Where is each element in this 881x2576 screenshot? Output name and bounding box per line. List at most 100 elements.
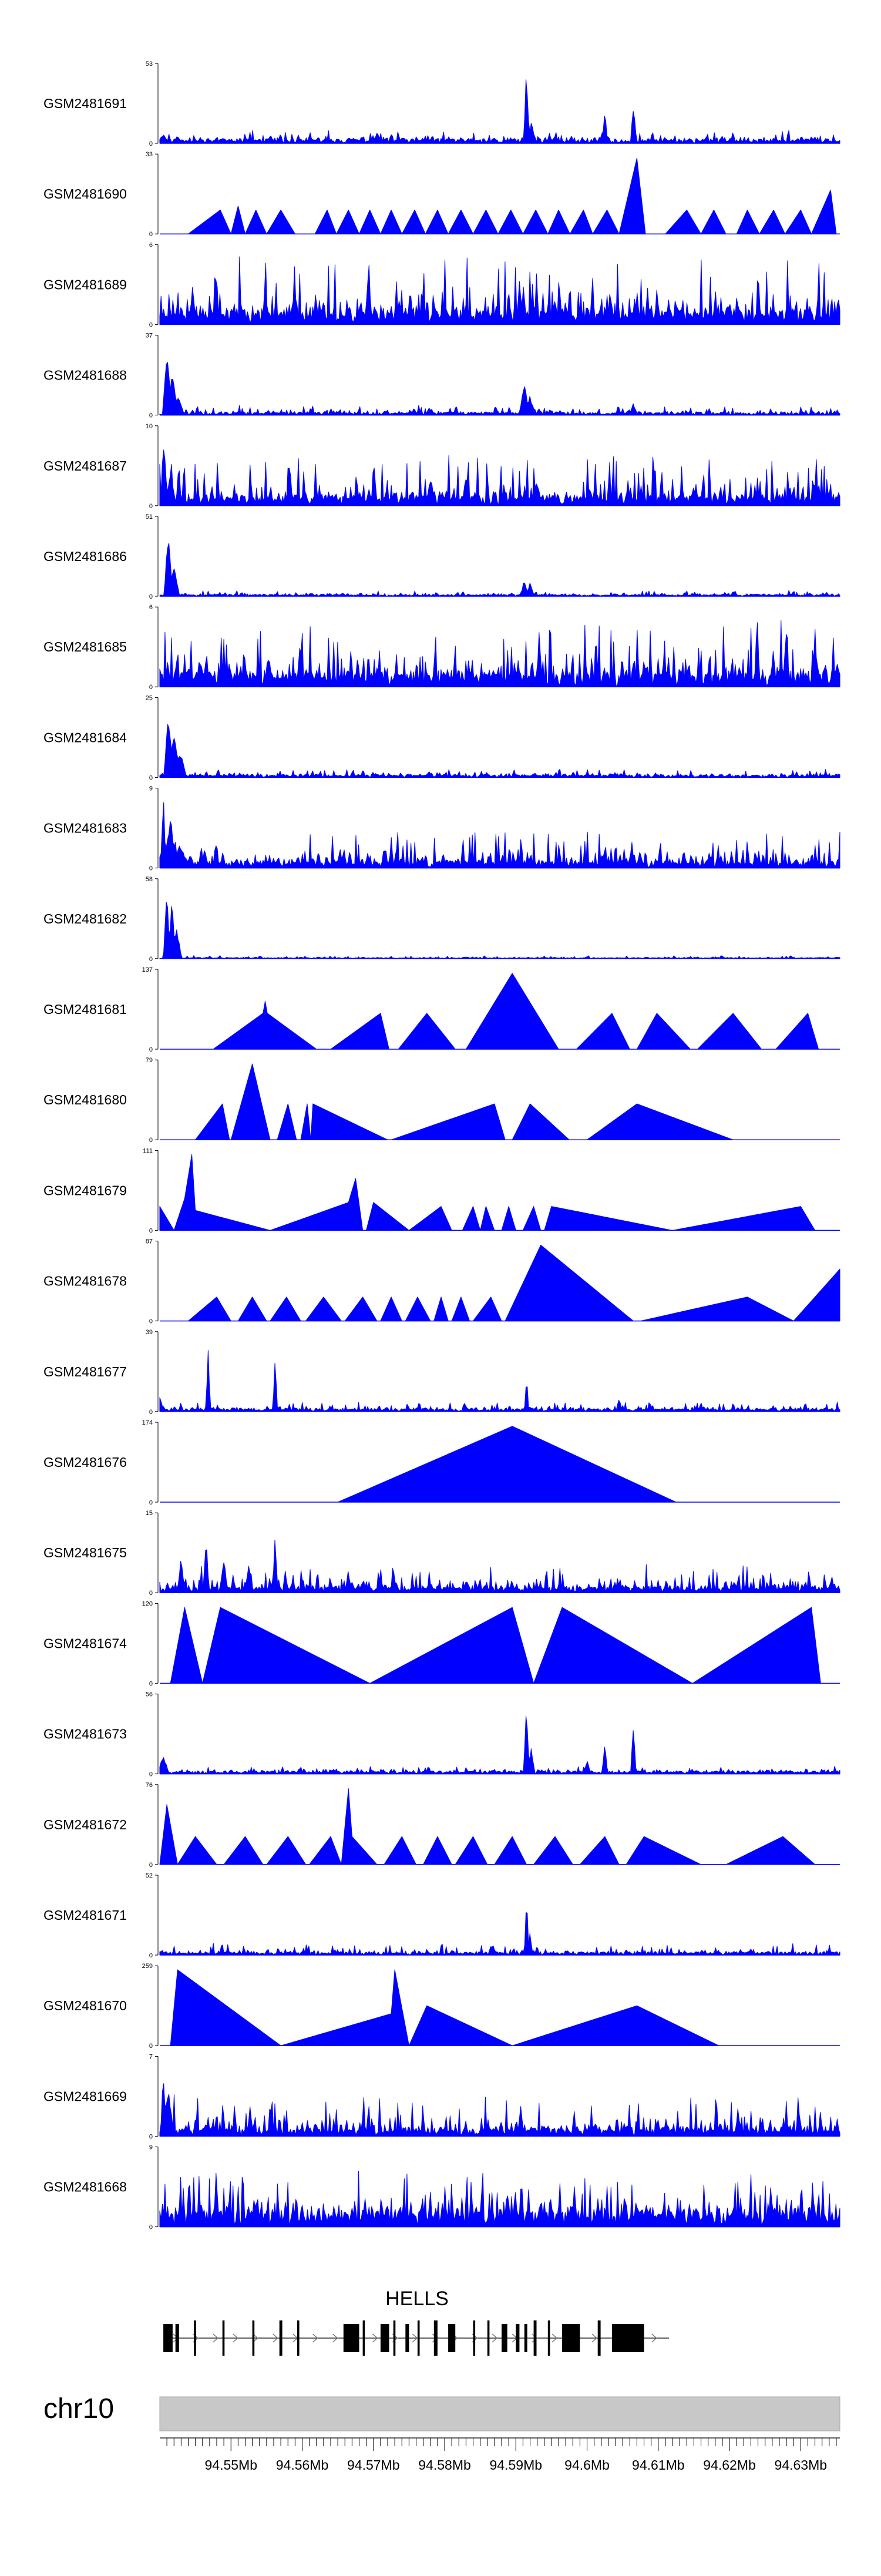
axis-tick-label: 94.62Mb [703, 2457, 756, 2473]
track-GSM2481680: GSM2481680 79 0 [43, 1057, 840, 1144]
axis-tick-label: 94.6Mb [564, 2457, 610, 2473]
y-max-label: 111 [143, 1147, 153, 1154]
gene-exon [362, 2320, 365, 2356]
y-max-label: 10 [146, 423, 153, 430]
axis-tick-label: 94.58Mb [418, 2457, 471, 2473]
track-GSM2481677: GSM2481677 39 0 [43, 1329, 840, 1416]
y-max-label: 53 [146, 61, 153, 68]
gene-label: HELLS [385, 2288, 449, 2310]
y-max-label: 15 [146, 1510, 153, 1517]
gene-exon [343, 2324, 359, 2352]
axis-tick-label: 94.56Mb [276, 2457, 329, 2473]
track-GSM2481671: GSM2481671 52 0 [43, 1872, 840, 1959]
y-max-label: 87 [146, 1238, 153, 1245]
strand-arrow [492, 2333, 498, 2343]
axis-tick-label: 94.61Mb [632, 2457, 685, 2473]
gene-exon [417, 2320, 420, 2356]
strand-arrow [213, 2333, 218, 2343]
track-GSM2481681: GSM2481681 137 0 [43, 966, 840, 1053]
coverage-area [159, 802, 840, 869]
gene-exon [393, 2320, 396, 2356]
coverage-area [188, 1244, 840, 1322]
track-label: GSM2481669 [43, 2088, 127, 2104]
gene-exon [473, 2320, 476, 2356]
y-min-label: 0 [149, 865, 153, 872]
y-max-label: 52 [146, 1872, 153, 1879]
coverage-area [159, 256, 840, 325]
y-min-label: 0 [149, 503, 153, 510]
y-max-label: 259 [142, 1963, 153, 1970]
gene-exon [252, 2320, 255, 2356]
track-GSM2481679: GSM2481679 111 0 [43, 1147, 840, 1234]
track-GSM2481689: GSM2481689 6 0 [43, 241, 840, 328]
coverage-area [159, 543, 840, 597]
strand-arrow [412, 2333, 418, 2343]
gene-exon [533, 2320, 537, 2356]
y-min-label: 0 [149, 412, 153, 419]
track-GSM2481678: GSM2481678 87 0 [43, 1238, 840, 1325]
gene-exon [405, 2324, 409, 2352]
gene-exon [433, 2320, 438, 2356]
track-GSM2481676: GSM2481676 174 0 [43, 1419, 840, 1506]
strand-arrow [591, 2333, 597, 2343]
track-label: GSM2481674 [43, 1635, 127, 1651]
coverage-area [159, 902, 840, 959]
coverage-area [159, 724, 840, 778]
y-min-label: 0 [149, 2224, 153, 2231]
y-min-label: 0 [149, 1680, 153, 1687]
y-min-label: 0 [149, 593, 153, 600]
y-min-label: 0 [149, 231, 153, 238]
track-label: GSM2481686 [43, 549, 127, 564]
y-min-label: 0 [149, 140, 153, 147]
coverage-area [170, 1607, 821, 1684]
track-label: GSM2481675 [43, 1545, 127, 1560]
track-label: GSM2481677 [43, 1364, 127, 1379]
y-min-label: 0 [149, 2043, 153, 2050]
track-label: GSM2481668 [43, 2179, 127, 2195]
y-max-label: 9 [149, 785, 153, 792]
gene-model: HELLS [163, 2288, 669, 2356]
coverage-area [159, 1912, 840, 1956]
y-max-label: 174 [142, 1419, 153, 1426]
gene-exon [222, 2320, 225, 2356]
track-GSM2481685: GSM2481685 6 0 [43, 604, 840, 691]
coverage-area [188, 157, 837, 234]
axis-tick-label: 94.55Mb [204, 2457, 257, 2473]
track-label: GSM2481673 [43, 1727, 127, 1742]
track-GSM2481673: GSM2481673 56 0 [43, 1691, 840, 1778]
track-label: GSM2481676 [43, 1455, 127, 1470]
y-min-label: 0 [149, 1409, 153, 1416]
coverage-area [159, 620, 840, 687]
track-label: GSM2481680 [43, 1092, 127, 1107]
y-max-label: 37 [146, 333, 153, 340]
y-max-label: 56 [146, 1691, 153, 1698]
gene-exon [612, 2324, 644, 2352]
coverage-area [213, 973, 819, 1050]
track-label: GSM2481684 [43, 730, 127, 745]
y-min-label: 0 [149, 321, 153, 328]
axis-tick-label: 94.57Mb [347, 2457, 400, 2473]
strand-arrow [233, 2333, 238, 2343]
coverage-area [159, 1154, 816, 1231]
y-max-label: 79 [146, 1057, 153, 1064]
coverage-area [170, 1969, 719, 2046]
y-min-label: 0 [149, 1046, 153, 1053]
track-GSM2481675: GSM2481675 15 0 [43, 1510, 840, 1597]
gene-exon [516, 2324, 520, 2352]
track-label: GSM2481678 [43, 1274, 127, 1289]
y-max-label: 137 [142, 966, 153, 973]
ideogram-band [159, 2396, 840, 2431]
y-min-label: 0 [149, 1771, 153, 1778]
coverage-area [159, 2083, 840, 2137]
track-GSM2481688: GSM2481688 37 0 [43, 333, 840, 419]
y-min-label: 0 [149, 1952, 153, 1959]
axis-tick-label: 94.63Mb [775, 2457, 828, 2473]
y-min-label: 0 [149, 1862, 153, 1869]
track-GSM2481669: GSM2481669 7 0 [43, 2053, 840, 2140]
gene-exon [175, 2324, 179, 2352]
track-GSM2481684: GSM2481684 25 0 [43, 694, 840, 781]
track-GSM2481691: GSM2481691 53 0 [43, 61, 840, 147]
gene-exon [380, 2324, 389, 2352]
strand-arrow [651, 2333, 657, 2343]
track-GSM2481674: GSM2481674 120 0 [43, 1600, 840, 1687]
